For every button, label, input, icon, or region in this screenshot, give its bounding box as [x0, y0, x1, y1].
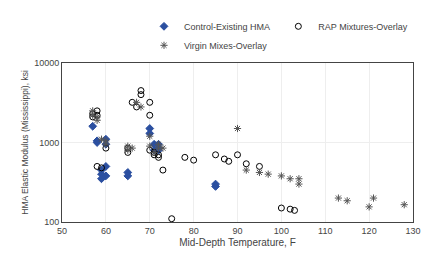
- svg-text:Virgin Mixes-Overlay: Virgin Mixes-Overlay: [184, 41, 267, 51]
- svg-text:HMA Elastic Modulus (Mississip: HMA Elastic Modulus (Mississippi), ksi: [20, 70, 30, 215]
- svg-text:80: 80: [189, 226, 199, 236]
- svg-text:130: 130: [405, 226, 420, 236]
- svg-text:Mid-Depth Temperature, F: Mid-Depth Temperature, F: [179, 237, 296, 248]
- svg-text:RAP Mixtures-Overlay: RAP Mixtures-Overlay: [318, 22, 407, 32]
- svg-text:100: 100: [274, 226, 289, 236]
- svg-text:60: 60: [101, 226, 111, 236]
- svg-text:70: 70: [145, 226, 155, 236]
- svg-text:110: 110: [318, 226, 332, 236]
- svg-text:100: 100: [44, 217, 59, 227]
- svg-text:10000: 10000: [34, 58, 59, 68]
- svg-text:120: 120: [362, 226, 377, 236]
- svg-text:1000: 1000: [39, 138, 59, 148]
- svg-text:50: 50: [57, 226, 67, 236]
- svg-text:90: 90: [232, 226, 242, 236]
- svg-text:Control-Existing HMA: Control-Existing HMA: [184, 22, 270, 32]
